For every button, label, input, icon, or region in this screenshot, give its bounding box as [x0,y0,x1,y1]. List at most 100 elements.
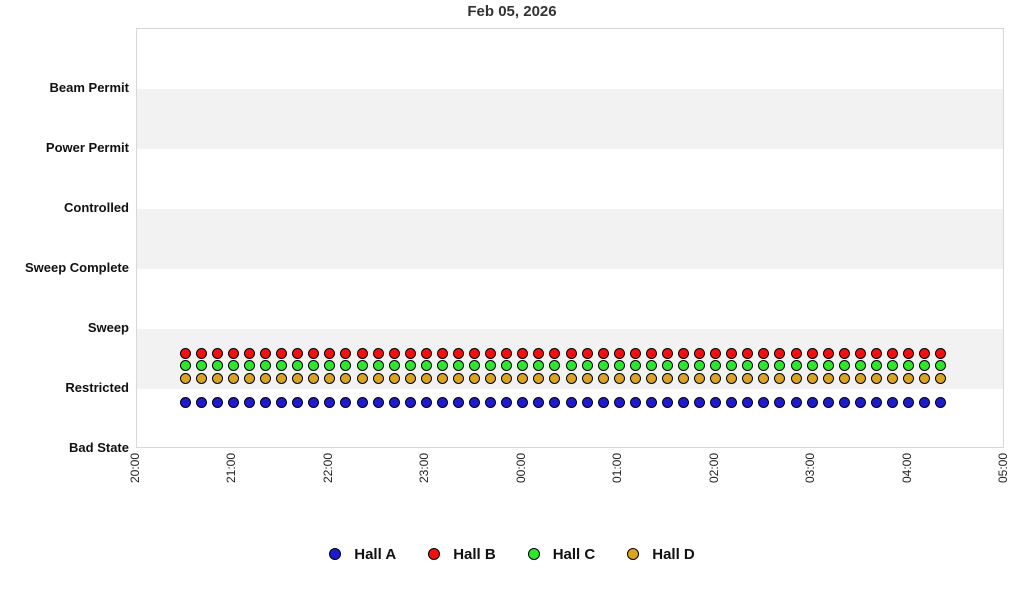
data-point-hall-d [292,372,304,384]
data-point-hall-c [935,360,947,372]
data-point-hall-a [308,396,320,408]
data-point-hall-d [227,372,239,384]
legend-label: Hall D [652,545,695,563]
data-point-hall-c [838,360,850,372]
data-point-hall-d [452,372,464,384]
data-point-hall-a [629,396,641,408]
data-point-hall-b [469,347,481,359]
data-point-hall-d [308,372,320,384]
legend-item-hall-a: Hall A [329,546,396,563]
data-point-hall-d [388,372,400,384]
data-point-hall-c [260,360,272,372]
data-point-hall-c [854,360,866,372]
legend-marker-icon [627,548,640,560]
data-point-hall-a [710,396,722,408]
data-point-hall-d [276,372,288,384]
data-point-hall-c [678,360,690,372]
data-point-hall-c [485,360,497,372]
legend-marker-icon [527,548,540,560]
data-point-hall-a [549,396,561,408]
data-point-hall-a [726,396,738,408]
data-point-hall-d [244,372,256,384]
data-point-hall-a [324,396,336,408]
data-point-hall-c [211,360,223,372]
data-point-hall-a [694,396,706,408]
data-point-hall-a [774,396,786,408]
data-point-hall-a [195,396,207,408]
data-point-hall-c [886,360,898,372]
x-axis-label: 22:00 [320,453,335,484]
data-point-hall-b [774,347,786,359]
data-point-hall-d [517,372,529,384]
x-axis-label: 05:00 [996,453,1010,484]
data-point-hall-d [436,372,448,384]
x-axis-label: 21:00 [224,453,239,484]
data-point-hall-b [838,347,850,359]
data-point-hall-c [565,360,577,372]
data-point-hall-a [581,396,593,408]
data-point-hall-c [758,360,770,372]
data-point-hall-c [581,360,593,372]
data-point-hall-d [806,372,818,384]
data-point-hall-b [549,347,561,359]
data-point-hall-a [533,396,545,408]
data-point-hall-c [469,360,481,372]
data-point-hall-b [726,347,738,359]
data-point-hall-b [678,347,690,359]
data-point-hall-d [469,372,481,384]
data-point-hall-c [661,360,673,372]
data-point-hall-d [533,372,545,384]
x-axis-label: 03:00 [803,453,818,484]
data-point-hall-a [340,396,352,408]
state-band [137,89,1003,149]
data-point-hall-b [372,347,384,359]
data-point-hall-b [356,347,368,359]
data-point-hall-d [211,372,223,384]
data-point-hall-d [485,372,497,384]
data-point-hall-d [710,372,722,384]
y-axis-label: Sweep Complete [24,260,129,275]
data-point-hall-a [678,396,690,408]
data-point-hall-a [404,396,416,408]
data-point-hall-b [565,347,577,359]
data-point-hall-a [613,396,625,408]
data-point-hall-a [935,396,947,408]
plot-area [136,28,1004,448]
data-point-hall-c [694,360,706,372]
data-point-hall-a [886,396,898,408]
x-axis-label: 04:00 [899,453,914,484]
data-point-hall-a [501,396,513,408]
data-point-hall-a [452,396,464,408]
data-point-hall-b [227,347,239,359]
data-point-hall-b [854,347,866,359]
data-point-hall-a [838,396,850,408]
y-axis-label: Bad State [69,440,129,455]
data-point-hall-b [870,347,882,359]
data-point-hall-d [694,372,706,384]
data-point-hall-c [822,360,834,372]
data-point-hall-d [854,372,866,384]
data-point-hall-d [822,372,834,384]
data-point-hall-d [629,372,641,384]
data-point-hall-c [308,360,320,372]
data-point-hall-a [758,396,770,408]
data-point-hall-c [549,360,561,372]
data-point-hall-b [886,347,898,359]
data-point-hall-b [388,347,400,359]
data-point-hall-a [260,396,272,408]
data-point-hall-d [903,372,915,384]
data-point-hall-d [661,372,673,384]
data-point-hall-a [388,396,400,408]
data-point-hall-a [356,396,368,408]
legend: Hall A Hall B Hall C Hall D [0,541,1024,567]
data-point-hall-a [485,396,497,408]
data-point-hall-a [372,396,384,408]
x-axis-label: 20:00 [128,453,142,484]
legend-marker-icon [329,548,342,560]
data-point-hall-d [838,372,850,384]
x-axis-label: 02:00 [706,453,721,484]
data-point-hall-b [661,347,673,359]
x-axis-label: 00:00 [513,453,528,484]
data-point-hall-a [276,396,288,408]
data-point-hall-b [404,347,416,359]
